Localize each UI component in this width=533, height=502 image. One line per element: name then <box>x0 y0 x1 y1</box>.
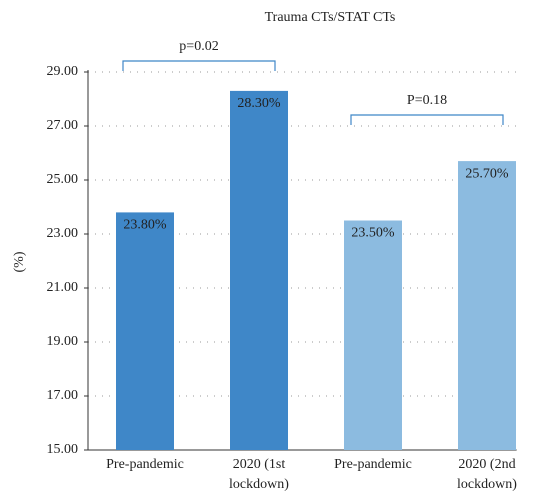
y-tick-label: 29.00 <box>47 64 79 79</box>
x-tick-label: Pre-pandemic <box>106 457 184 472</box>
y-tick-label: 15.00 <box>47 442 79 457</box>
annotation: P=0.18 <box>407 93 447 108</box>
y-tick-label: 27.00 <box>47 118 79 133</box>
data-label: 25.70% <box>465 166 509 181</box>
x-tick-label: 2020 (2nd lockdown) <box>457 457 517 492</box>
bar <box>344 220 402 450</box>
x-tick-label: 2020 (1st lockdown) <box>229 457 289 492</box>
y-tick-label: 21.00 <box>47 280 79 295</box>
data-label: 23.80% <box>123 218 167 233</box>
significance-bracket <box>350 114 504 125</box>
y-tick-label: 19.00 <box>47 334 79 349</box>
bar <box>116 212 174 450</box>
x-tick-label: Pre-pandemic <box>334 457 412 472</box>
y-axis-label: (%) <box>12 251 27 272</box>
bar <box>458 161 516 450</box>
significance-bracket <box>122 60 276 71</box>
y-tick-label: 25.00 <box>47 172 79 187</box>
chart-title: Trauma CTs/STAT CTs <box>265 10 396 25</box>
y-tick-label: 23.00 <box>47 226 79 241</box>
data-label: 23.50% <box>351 226 395 241</box>
annotation: p=0.02 <box>179 39 218 54</box>
bar <box>230 90 288 451</box>
data-label: 28.30% <box>237 96 281 111</box>
y-tick-label: 17.00 <box>47 388 79 403</box>
